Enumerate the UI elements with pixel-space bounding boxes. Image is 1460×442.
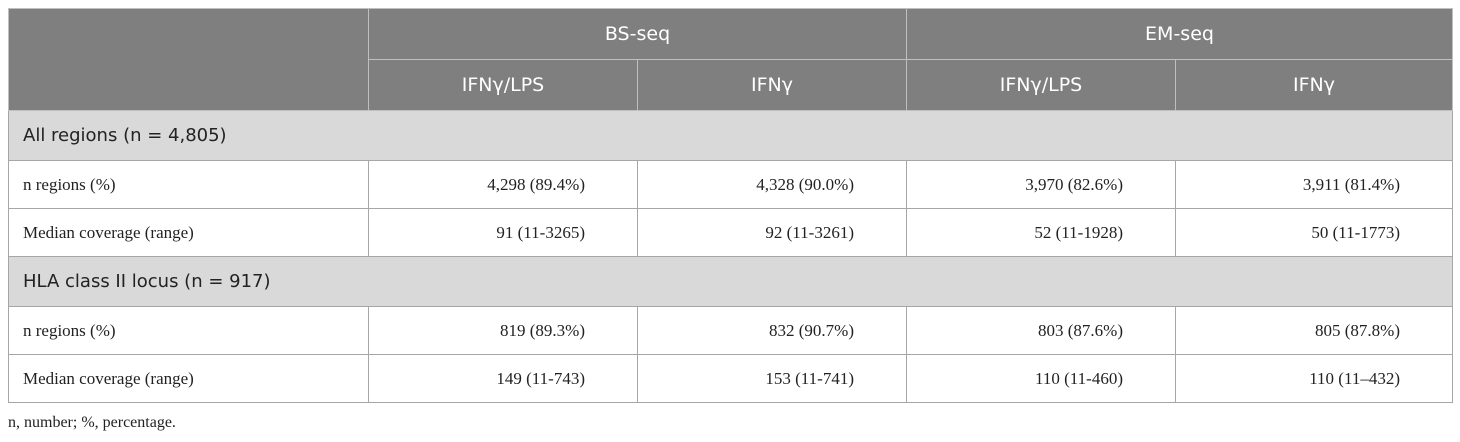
data-cell: 832 (90.7%)	[637, 306, 907, 355]
column-header: IFNγ	[1175, 59, 1453, 111]
column-header: IFNγ/LPS	[906, 59, 1176, 111]
data-cell: 4,328 (90.0%)	[637, 160, 907, 209]
column-header: IFNγ	[637, 59, 907, 111]
data-row: n regions (%) 819 (89.3%) 832 (90.7%) 803 (…	[8, 306, 1453, 355]
data-cell: 92 (11-3261)	[637, 208, 907, 257]
data-cell: 149 (11-743)	[368, 354, 638, 403]
footnote: n, number; %, percentage.	[8, 414, 176, 431]
data-cell: 110 (11–432)	[1175, 354, 1453, 403]
row-label: Median coverage (range)	[8, 354, 369, 403]
section-row: HLA class II locus (n = 917)	[8, 256, 1453, 307]
data-cell: 4,298 (89.4%)	[368, 160, 638, 209]
data-cell: 110 (11-460)	[906, 354, 1176, 403]
row-label: n regions (%)	[8, 160, 369, 209]
corner-cell	[8, 8, 369, 111]
data-row: n regions (%) 4,298 (89.4%) 4,328 (90.0%) 3…	[8, 160, 1453, 209]
section-title: All regions (n = 4,805)	[8, 110, 1453, 161]
group-header-row: BS-seq EM-seq	[8, 8, 1453, 111]
column-header: IFNγ/LPS	[368, 59, 638, 111]
data-cell: 3,911 (81.4%)	[1175, 160, 1453, 209]
row-label: Median coverage (range)	[8, 208, 369, 257]
data-cell: 50 (11-1773)	[1175, 208, 1453, 257]
group-header: BS-seq	[368, 8, 907, 60]
data-cell: 153 (11-741)	[637, 354, 907, 403]
table-body: All regions (n = 4,805) n regions (%) 4,29…	[8, 110, 1453, 403]
data-cell: 3,970 (82.6%)	[906, 160, 1176, 209]
row-label: n regions (%)	[8, 306, 369, 355]
group-header: EM-seq	[906, 8, 1453, 60]
section-row: All regions (n = 4,805)	[8, 110, 1453, 161]
section-title: HLA class II locus (n = 917)	[8, 256, 1453, 307]
data-cell: 819 (89.3%)	[368, 306, 638, 355]
data-cell: 91 (11-3265)	[368, 208, 638, 257]
data-row: Median coverage (range) 149 (11-743) 153 (…	[8, 354, 1453, 403]
data-table: BS-seq EM-seq IFNγ/LPS IFNγ IFNγ/LPS IFN…	[8, 8, 1453, 403]
data-cell: 805 (87.8%)	[1175, 306, 1453, 355]
data-row: Median coverage (range) 91 (11-3265) 92 (1…	[8, 208, 1453, 257]
column-header-row: IFNγ/LPS IFNγ IFNγ/LPS IFNγ	[9, 59, 1453, 111]
data-cell: 803 (87.6%)	[906, 306, 1176, 355]
data-cell: 52 (11-1928)	[906, 208, 1176, 257]
